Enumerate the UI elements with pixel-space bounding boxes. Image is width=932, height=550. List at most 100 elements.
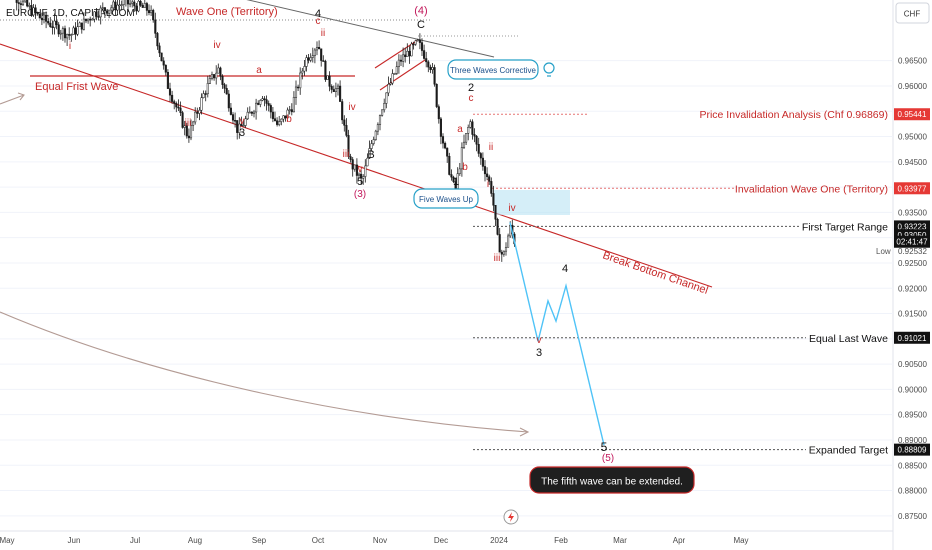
candle-body [66, 34, 69, 39]
candle-body [147, 10, 151, 14]
candle-body [181, 112, 184, 128]
candle-body [452, 176, 455, 182]
candle-body [242, 125, 245, 127]
candle-body [402, 54, 405, 62]
wave-label: 4 [562, 263, 568, 275]
candle-body [118, 4, 121, 7]
y-tick-label: 0.95000 [898, 133, 927, 142]
candle-body [19, 3, 22, 5]
curve-arrowhead [519, 427, 530, 437]
candle-body [152, 9, 155, 21]
candle-body [322, 60, 325, 62]
y-tick-label: 0.89500 [898, 411, 927, 420]
currency-label: CHF [904, 10, 921, 19]
candle-body [17, 2, 20, 4]
candle-body [166, 71, 169, 89]
price-tag [894, 235, 930, 248]
candle-body [36, 12, 39, 15]
candle-body [397, 59, 400, 67]
candle-body [269, 105, 272, 113]
wave-label: a [256, 65, 262, 76]
candle-body [351, 159, 354, 170]
candle-body [429, 66, 432, 70]
candle-body [53, 20, 56, 28]
candle-body [171, 94, 174, 102]
candle-body [328, 75, 331, 87]
candle-body [273, 118, 277, 121]
candle-body [330, 86, 333, 90]
candle-body [227, 93, 230, 109]
candle-body [15, 0, 18, 3]
y-tick-label: 0.90000 [898, 385, 927, 394]
candle-body [120, 4, 123, 6]
candle-body [208, 78, 211, 84]
candle-body [126, 0, 130, 5]
price-tag-label: 0.88809 [898, 446, 927, 455]
candle-body [362, 176, 365, 179]
y-tick-label: 0.92500 [898, 259, 927, 268]
candle-body [374, 130, 377, 140]
candle-body [504, 246, 508, 252]
wave-label: iv [508, 203, 515, 214]
x-tick-label: Sep [252, 536, 267, 545]
long-term-curve [0, 311, 529, 433]
y-tick-label: 0.92000 [898, 284, 927, 293]
y-tick-label: 0.89000 [898, 436, 927, 445]
wave-label: 5 [357, 176, 363, 188]
candle-body [324, 60, 327, 80]
candle-body [370, 143, 373, 149]
candle-body [70, 34, 73, 36]
candle-body [34, 7, 37, 13]
candle-body [74, 27, 77, 35]
candle-body [433, 67, 436, 85]
candle-body [494, 205, 497, 220]
candle-body [326, 75, 329, 80]
candle-body [389, 82, 392, 85]
candle-body [307, 57, 310, 61]
candle-body [448, 155, 451, 175]
three-waves-bubble [447, 59, 539, 80]
candle-body [507, 235, 510, 248]
candle-body [305, 57, 308, 67]
candle-body [68, 34, 71, 36]
candle-body [187, 135, 190, 139]
candle-body [240, 123, 243, 126]
y-tick-label: 0.90500 [898, 360, 927, 369]
candle-body [255, 102, 258, 113]
candle-body [183, 125, 186, 128]
candle-body [21, 0, 25, 5]
y-tick-label: 0.96000 [898, 82, 927, 91]
symbol-title[interactable]: EURCHF, 1D, CAPITALCOM [6, 8, 135, 19]
wave-label: (3) [354, 189, 366, 200]
candle-body [59, 32, 62, 35]
candle-body [158, 45, 161, 54]
low-label: Low [876, 247, 891, 256]
candle-body [406, 50, 409, 57]
wave-label: i [69, 41, 71, 52]
y-tick-label: 0.93500 [898, 208, 927, 217]
candle-body [122, 0, 125, 5]
x-tick-label: May [733, 536, 748, 545]
candle-body [357, 173, 361, 176]
currency-badge[interactable] [895, 2, 930, 24]
candle-body [219, 67, 222, 77]
candle-body [105, 10, 109, 14]
candle-body [164, 64, 167, 73]
candle-body [381, 109, 384, 116]
wave-label: v [240, 116, 245, 127]
wave-label: 3 [536, 347, 542, 359]
price-tag [894, 443, 930, 456]
candle-body [99, 7, 102, 18]
candle-body [57, 24, 60, 35]
candle-body [347, 135, 350, 157]
candle-body [189, 125, 193, 139]
candle-body [131, 1, 134, 4]
y-tick-label: 0.87500 [898, 512, 927, 521]
candle-body [257, 102, 260, 105]
projection-path [509, 222, 605, 446]
five-waves-bubble [413, 188, 479, 209]
candle-body [290, 109, 293, 113]
candle-body [460, 147, 463, 170]
y-tick-label: 0.91500 [898, 310, 927, 319]
